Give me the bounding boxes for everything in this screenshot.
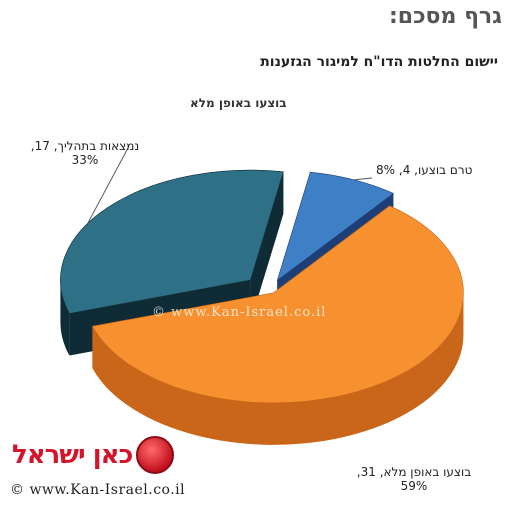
chart-watermark: © www.Kan-Israel.co.il — [152, 305, 327, 320]
page-heading: גרף מסכם: — [388, 4, 502, 29]
kan-israel-logo: כאן ישראל — [12, 436, 175, 474]
footer-credit: © www.Kan-Israel.co.il — [10, 482, 186, 498]
logo-badge-icon — [136, 436, 175, 474]
logo-text: כאן ישראל — [12, 440, 133, 470]
data-label-done: בוצעו באופן מלא, 31, 59% — [354, 465, 474, 494]
data-label-not-done: טרם בוצעו, 4, 8% — [376, 163, 506, 178]
slice-in-progress — [60, 169, 284, 314]
legend-entry: בוצעו באופן מלא — [190, 96, 287, 110]
slice-done — [91, 205, 464, 404]
data-label-in-progress-text: נמצאות בתהליך, 17, — [30, 139, 140, 153]
pie-slices — [60, 169, 464, 445]
leader-line-not-done — [354, 177, 373, 181]
slice-in-progress-cut-face — [250, 171, 284, 323]
leader-lines — [87, 147, 373, 224]
data-label-done-percent: 59% — [400, 478, 428, 493]
slice-in-progress-side — [60, 280, 70, 356]
slice-not-done — [276, 171, 395, 282]
data-label-in-progress-percent: 33% — [71, 152, 99, 167]
slice-done-side — [92, 292, 464, 445]
leader-line-in-progress — [87, 147, 129, 224]
data-label-not-done-text: טרם בוצעו, 4, 8% — [376, 163, 473, 177]
chart-title: יישום החלטות הדו"ח למיגור הגזענות — [260, 54, 498, 70]
data-label-done-text: בוצעו באופן מלא, 31, — [356, 465, 472, 479]
data-label-in-progress: נמצאות בתהליך, 17, 33% — [10, 139, 160, 168]
